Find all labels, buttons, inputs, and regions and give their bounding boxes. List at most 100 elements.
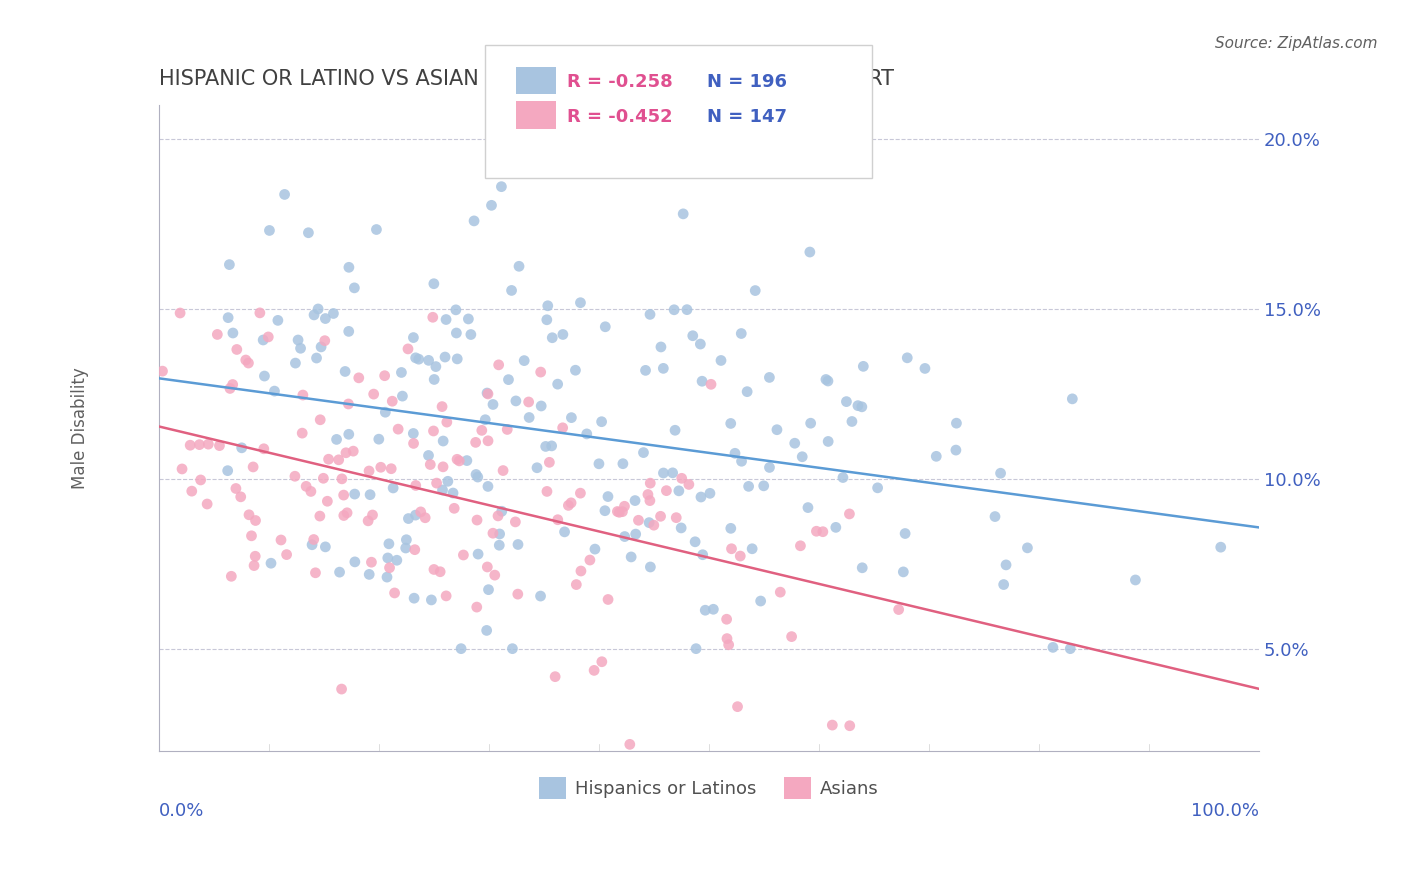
Point bbox=[990, 467, 1012, 481]
Point bbox=[434, 589, 457, 603]
Point bbox=[678, 477, 700, 491]
Point bbox=[800, 416, 823, 430]
Point bbox=[638, 516, 661, 530]
Point bbox=[896, 351, 918, 365]
Point bbox=[267, 313, 290, 327]
Point bbox=[432, 459, 454, 474]
Point bbox=[301, 538, 323, 552]
Point bbox=[330, 472, 353, 486]
Point bbox=[529, 589, 551, 603]
Point bbox=[169, 306, 191, 320]
Point bbox=[780, 630, 803, 644]
Point bbox=[343, 487, 366, 501]
Point bbox=[477, 560, 499, 574]
Point bbox=[402, 426, 425, 441]
Point bbox=[325, 433, 347, 447]
Point bbox=[179, 438, 201, 452]
Point bbox=[405, 508, 427, 522]
Point bbox=[464, 435, 486, 450]
Point bbox=[270, 533, 292, 547]
Point bbox=[643, 518, 665, 533]
Point bbox=[710, 353, 733, 368]
Point bbox=[650, 509, 672, 524]
Point bbox=[481, 198, 503, 212]
Point bbox=[434, 350, 457, 364]
Point bbox=[284, 469, 307, 483]
Legend: Hispanics or Latinos, Asians: Hispanics or Latinos, Asians bbox=[531, 770, 886, 806]
Point bbox=[492, 464, 515, 478]
Point bbox=[544, 670, 567, 684]
Point bbox=[477, 434, 499, 448]
Point bbox=[735, 384, 758, 399]
Point bbox=[744, 284, 766, 298]
Point bbox=[517, 395, 540, 409]
Point bbox=[208, 439, 231, 453]
Point bbox=[312, 471, 335, 485]
Point bbox=[661, 466, 683, 480]
Text: HISPANIC OR LATINO VS ASIAN MALE DISABILITY CORRELATION CHART: HISPANIC OR LATINO VS ASIAN MALE DISABIL… bbox=[159, 69, 894, 88]
Point bbox=[638, 476, 661, 491]
Point bbox=[1062, 392, 1084, 406]
Point bbox=[638, 493, 661, 508]
Point bbox=[821, 718, 844, 732]
Point bbox=[591, 655, 613, 669]
Point bbox=[337, 325, 360, 339]
Point bbox=[613, 530, 636, 544]
Point bbox=[832, 470, 855, 484]
Point bbox=[302, 308, 325, 322]
Point bbox=[526, 460, 548, 475]
Point bbox=[333, 364, 356, 378]
Point bbox=[564, 363, 586, 377]
Point bbox=[391, 389, 413, 403]
Point bbox=[217, 310, 239, 325]
Point bbox=[245, 549, 267, 564]
Point bbox=[343, 281, 366, 295]
Point bbox=[263, 384, 285, 398]
Point bbox=[426, 476, 449, 491]
Point bbox=[783, 436, 806, 450]
Point bbox=[690, 374, 713, 388]
Point bbox=[450, 641, 472, 656]
Point bbox=[551, 327, 574, 342]
Point bbox=[357, 514, 380, 528]
Point bbox=[465, 600, 488, 615]
Point bbox=[624, 527, 647, 541]
Point bbox=[260, 556, 283, 570]
Point bbox=[332, 488, 354, 502]
Point bbox=[404, 591, 426, 606]
Point bbox=[297, 226, 319, 240]
Point bbox=[484, 568, 506, 582]
Point bbox=[720, 521, 742, 535]
Point bbox=[596, 490, 619, 504]
Point bbox=[284, 356, 307, 370]
Point bbox=[669, 521, 692, 535]
Point bbox=[314, 334, 336, 348]
Point bbox=[276, 548, 298, 562]
Point bbox=[498, 373, 520, 387]
Point bbox=[218, 258, 240, 272]
Point bbox=[758, 460, 780, 475]
Point bbox=[434, 312, 457, 326]
Point bbox=[347, 371, 370, 385]
Point bbox=[463, 214, 485, 228]
Point bbox=[197, 437, 219, 451]
Point bbox=[695, 603, 717, 617]
Point bbox=[838, 507, 860, 521]
Point bbox=[308, 509, 330, 524]
Point bbox=[405, 478, 427, 492]
Point bbox=[560, 410, 582, 425]
Point bbox=[676, 302, 699, 317]
Point bbox=[257, 330, 280, 344]
Point bbox=[914, 361, 936, 376]
Point bbox=[491, 504, 513, 518]
Point bbox=[222, 326, 245, 340]
Point bbox=[814, 372, 837, 386]
Point bbox=[619, 737, 641, 751]
Point bbox=[925, 450, 948, 464]
Point bbox=[541, 331, 564, 345]
Point bbox=[569, 295, 592, 310]
Point bbox=[221, 569, 243, 583]
Point bbox=[195, 497, 218, 511]
Point bbox=[225, 482, 247, 496]
Point bbox=[307, 301, 329, 316]
